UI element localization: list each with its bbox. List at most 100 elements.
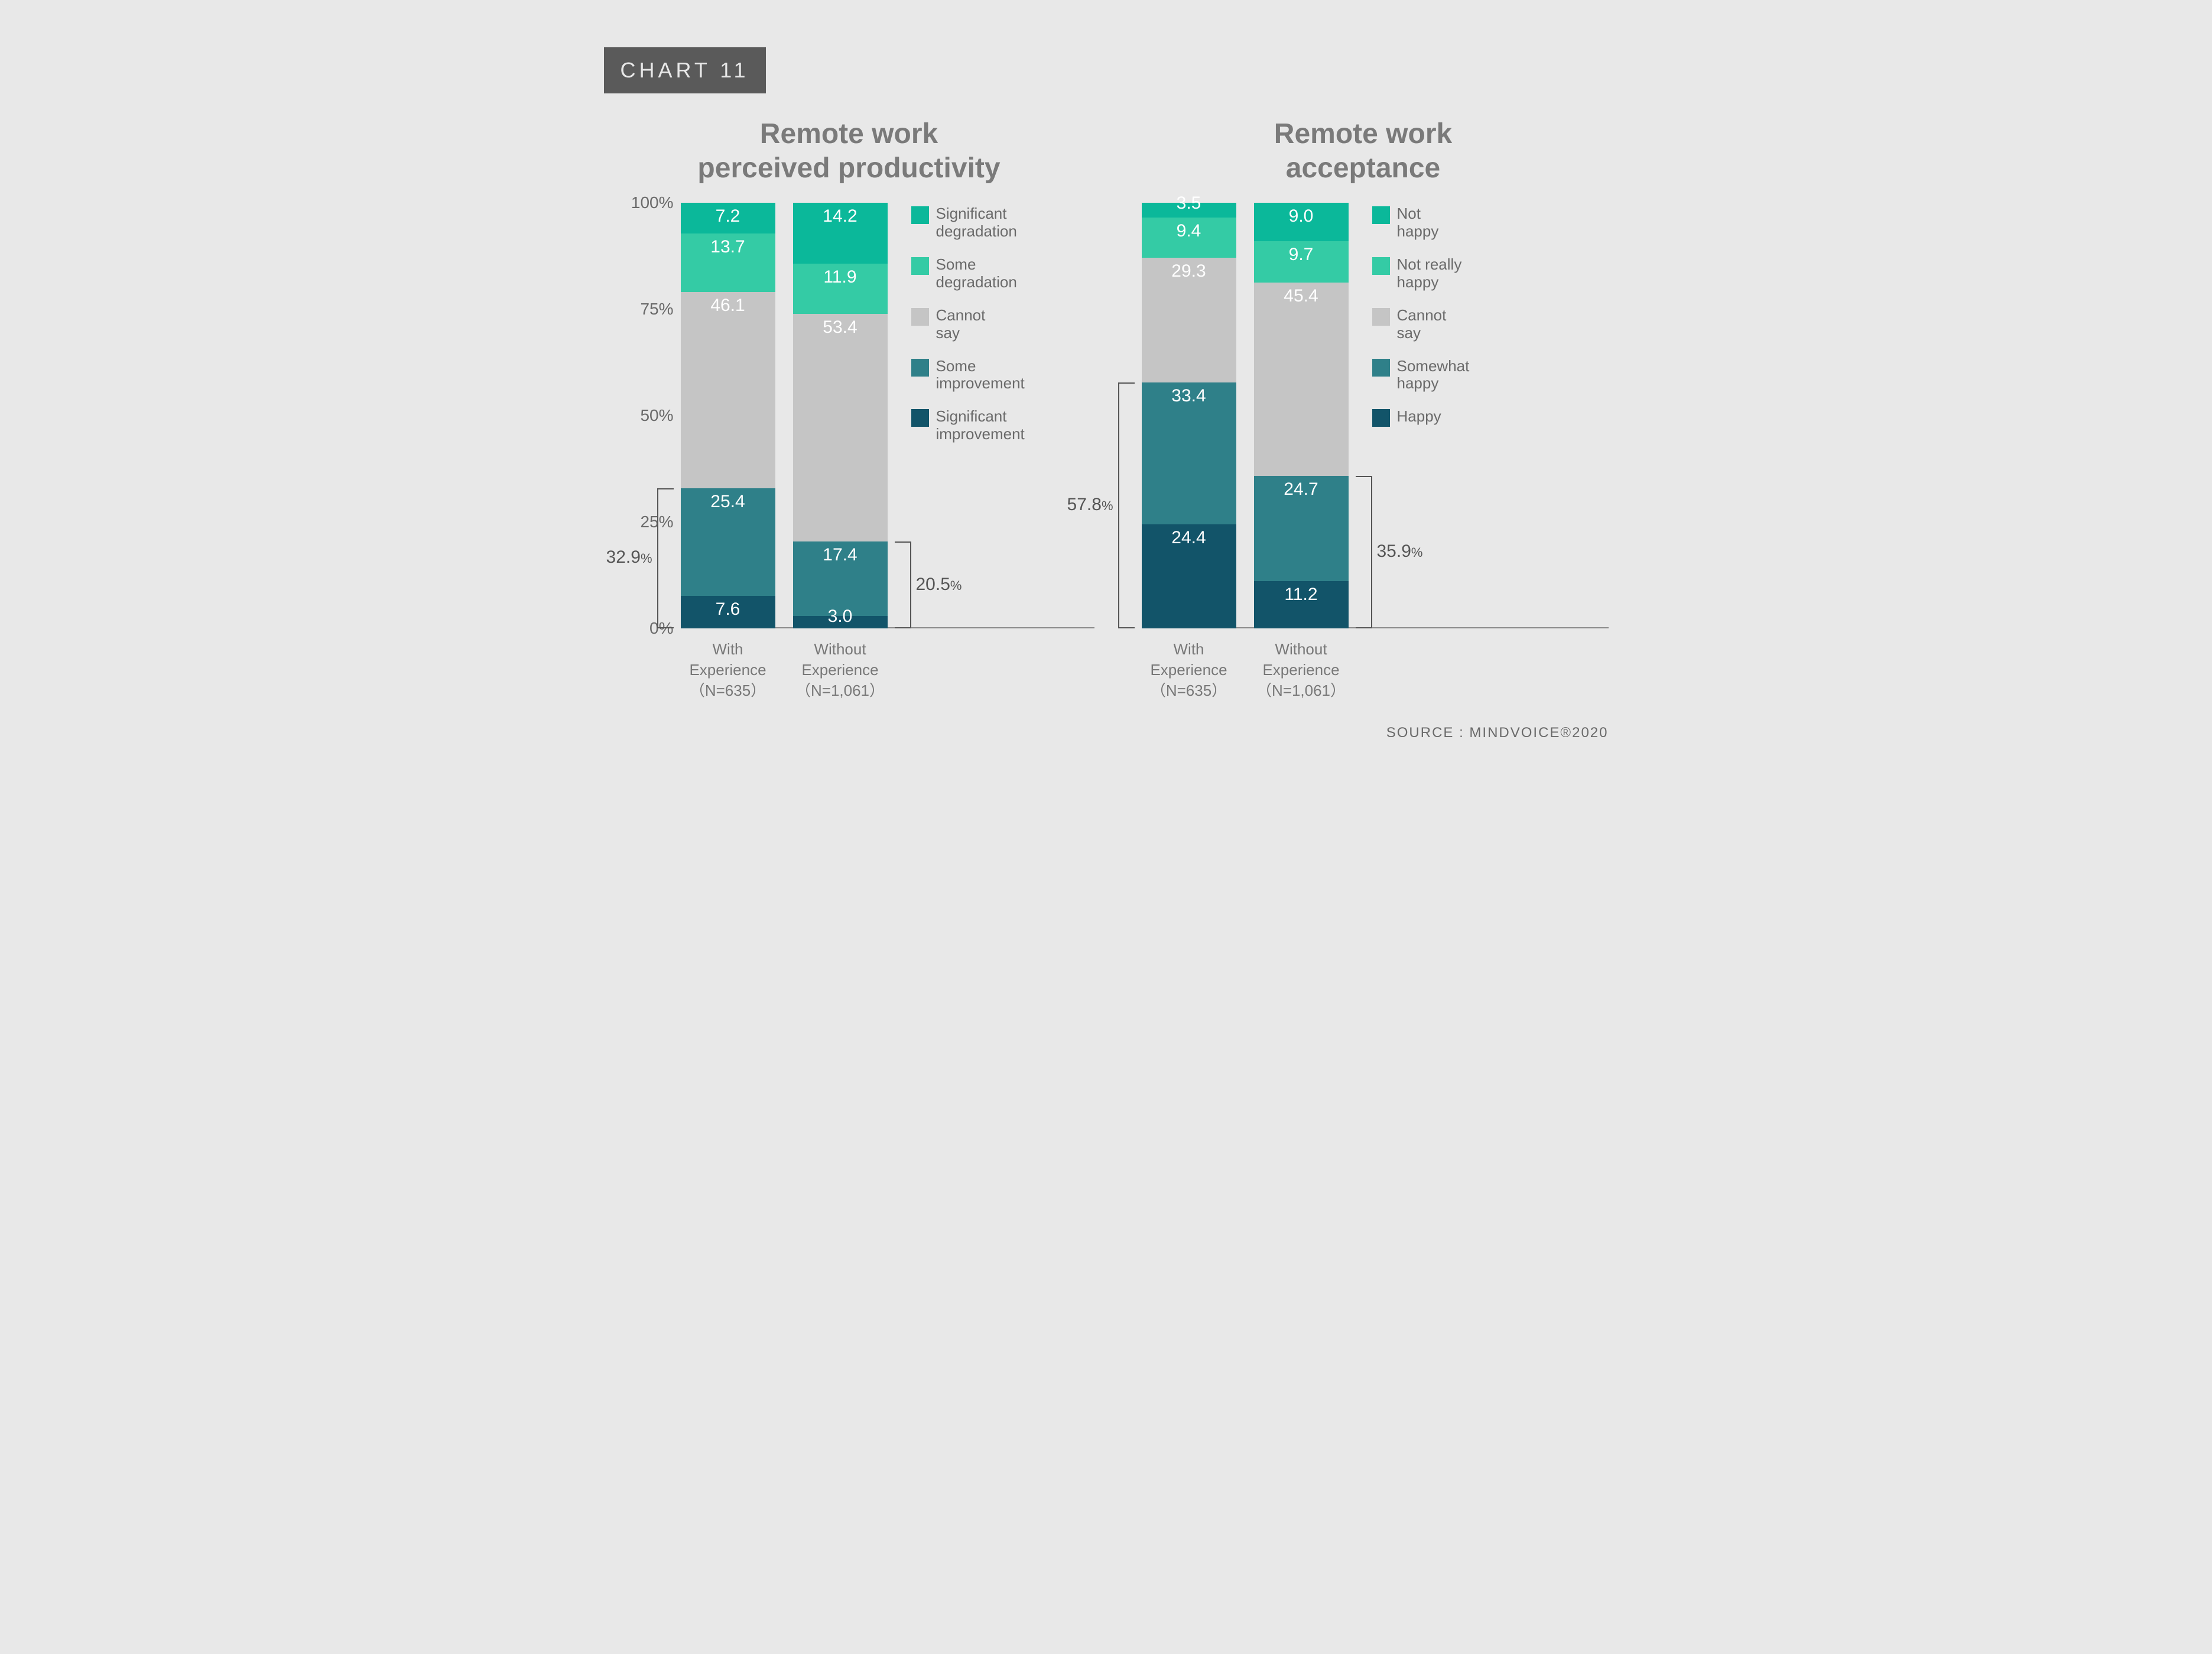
bar-segment: 3.5 — [1142, 203, 1236, 218]
segment-value: 53.4 — [823, 317, 857, 338]
legend-swatch — [911, 257, 929, 275]
legend-label: Cannot say — [936, 307, 986, 342]
segment-value: 9.4 — [1177, 221, 1201, 241]
stacked-bar: 3.5 9.4 29.3 33.4 24.4 — [1142, 203, 1236, 628]
bar-segment: 53.4 — [793, 314, 888, 541]
y-tick: 100% — [631, 193, 674, 212]
legend-swatch — [1372, 257, 1390, 275]
legend: Not happy Not really happy Cannot say Somew… — [1372, 203, 1470, 628]
segment-value: 45.4 — [1284, 286, 1318, 306]
bar-segment: 9.7 — [1254, 241, 1349, 283]
segment-value: 17.4 — [823, 545, 857, 565]
bar-group: 3.59.429.333.424.457.8% — [1142, 203, 1236, 628]
bar-segment: 11.2 — [1254, 581, 1349, 629]
source-attribution: SOURCE : MINDVOICE®2020 — [604, 725, 1609, 741]
legend-item: Some improvement — [911, 358, 1025, 393]
bar-segment: 46.1 — [681, 292, 775, 488]
segment-value: 46.1 — [710, 296, 745, 316]
legend-swatch — [1372, 206, 1390, 224]
bar-segment: 45.4 — [1254, 283, 1349, 476]
bar-segment: 17.4 — [793, 541, 888, 615]
chart-page: CHART 11 Remote work perceived productiv… — [604, 47, 1609, 741]
sum-bracket-label: 57.8% — [1067, 495, 1113, 515]
legend-label: Cannot say — [1397, 307, 1447, 342]
legend-label: Some degradation — [936, 256, 1017, 291]
sum-bracket-label: 20.5% — [916, 575, 962, 595]
legend-item: Some degradation — [911, 256, 1025, 291]
segment-value: 25.4 — [710, 492, 745, 512]
y-tick: 50% — [640, 406, 673, 425]
legend-label: Some improvement — [936, 358, 1025, 393]
x-axis-labels: With Experience （N=635） Without Experienc… — [681, 639, 1094, 701]
legend-label: Significant degradation — [936, 205, 1017, 241]
x-tick-label: With Experience （N=635） — [681, 639, 775, 701]
bar-segment: 29.3 — [1142, 258, 1236, 382]
segment-value: 33.4 — [1171, 386, 1206, 406]
legend-item: Happy — [1372, 408, 1470, 427]
bar-segment: 24.4 — [1142, 524, 1236, 628]
bar-segment: 11.9 — [793, 264, 888, 314]
segment-value: 14.2 — [823, 206, 857, 226]
segment-value: 29.3 — [1171, 261, 1206, 281]
plot-area: 7.213.746.125.47.632.9%14.211.953.417.43… — [681, 203, 1094, 628]
panel-1: Remote work acceptance 3.5 9.4 29.3 33.4 24.4… — [1118, 117, 1609, 701]
sum-bracket-label: 32.9% — [606, 547, 652, 567]
legend-swatch — [911, 409, 929, 427]
legend-item: Cannot say — [911, 307, 1025, 342]
legend-label: Somewhat happy — [1397, 358, 1470, 393]
sum-bracket — [1356, 476, 1372, 628]
legend-swatch — [1372, 409, 1390, 427]
stacked-bar: 14.2 11.9 53.4 17.4 3.0 — [793, 203, 888, 628]
bars-group: 3.59.429.333.424.457.8%9.09.745.424.711.… — [1142, 203, 1349, 628]
legend-item: Significant improvement — [911, 408, 1025, 443]
legend-swatch — [1372, 308, 1390, 326]
y-tick: 75% — [640, 300, 673, 319]
segment-value: 3.5 — [1177, 193, 1201, 213]
legend-item: Somewhat happy — [1372, 358, 1470, 393]
legend-item: Significant degradation — [911, 205, 1025, 241]
sum-bracket — [657, 488, 674, 629]
bar-segment: 9.0 — [1254, 203, 1349, 241]
x-tick-label: Without Experience （N=1,061） — [793, 639, 888, 701]
segment-value: 9.0 — [1289, 206, 1314, 226]
x-tick-label: Without Experience （N=1,061） — [1254, 639, 1349, 701]
bar-segment: 7.2 — [681, 203, 775, 233]
legend-label: Not happy — [1397, 205, 1439, 241]
bar-segment: 25.4 — [681, 488, 775, 596]
bar-group: 14.211.953.417.43.020.5% — [793, 203, 888, 628]
bar-segment: 9.4 — [1142, 218, 1236, 258]
sum-bracket — [895, 541, 911, 628]
panel-0: Remote work perceived productivity0%25%5… — [604, 117, 1094, 701]
stacked-bar: 9.0 9.7 45.4 24.7 11.2 — [1254, 203, 1349, 628]
legend-item: Not happy — [1372, 205, 1470, 241]
plot-row: 0%25%50%75%100%7.213.746.125.47.632.9%14… — [604, 203, 1094, 628]
bars-group: 7.213.746.125.47.632.9%14.211.953.417.43… — [681, 203, 888, 628]
panel-title: Remote work acceptance — [1118, 117, 1609, 185]
segment-value: 7.2 — [716, 206, 740, 226]
bar-segment: 13.7 — [681, 233, 775, 292]
bar-group: 7.213.746.125.47.632.9% — [681, 203, 775, 628]
x-axis-labels: With Experience （N=635） Without Experienc… — [1142, 639, 1609, 701]
segment-value: 7.6 — [716, 599, 740, 620]
bar-segment: 3.0 — [793, 616, 888, 629]
bar-segment: 7.6 — [681, 596, 775, 628]
segment-value: 9.7 — [1289, 245, 1314, 265]
panel-title: Remote work perceived productivity — [604, 117, 1094, 185]
legend-item: Not really happy — [1372, 256, 1470, 291]
x-tick-label: With Experience （N=635） — [1142, 639, 1236, 701]
legend-label: Not really happy — [1397, 256, 1462, 291]
segment-value: 24.7 — [1284, 479, 1318, 500]
legend-item: Cannot say — [1372, 307, 1470, 342]
chart-number-label: CHART 11 — [604, 47, 766, 93]
legend-swatch — [911, 308, 929, 326]
legend-swatch — [911, 206, 929, 224]
bar-segment: 24.7 — [1254, 476, 1349, 581]
panels-row: Remote work perceived productivity0%25%5… — [604, 117, 1609, 701]
legend-label: Happy — [1397, 408, 1441, 426]
segment-value: 13.7 — [710, 237, 745, 257]
segment-value: 3.0 — [828, 607, 853, 627]
plot-area: 3.59.429.333.424.457.8%9.09.745.424.711.… — [1142, 203, 1609, 628]
sum-bracket — [1118, 382, 1135, 628]
plot-row: 3.59.429.333.424.457.8%9.09.745.424.711.… — [1118, 203, 1609, 628]
segment-value: 11.2 — [1284, 585, 1317, 605]
